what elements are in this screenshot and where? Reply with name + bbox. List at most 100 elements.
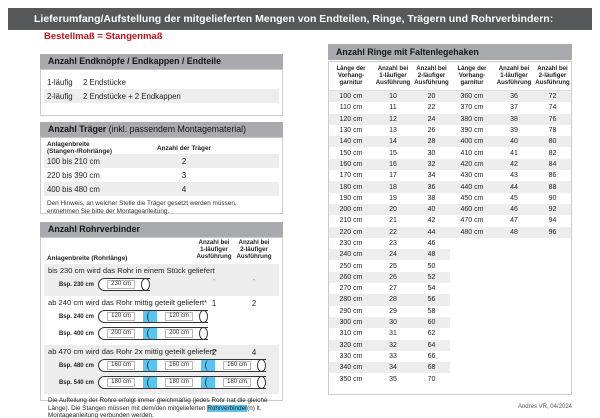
traeger-count: 2 — [181, 156, 187, 166]
segment-length-label: 180 cm — [107, 378, 135, 387]
garnitur-length: 420 cm — [460, 160, 484, 168]
rings-1-laeufig: 31 — [389, 330, 397, 338]
endteile-row: 2-läufig 2 Endstücke + 2 Endkappen — [44, 89, 279, 103]
ring-row: 360 cm 36 72 — [450, 91, 571, 103]
rings-1-laeufig: 10 — [389, 93, 397, 101]
garnitur-length: 240 cm — [339, 251, 363, 259]
rings-2-laeufig: 20 — [427, 93, 436, 101]
rod-icon: 160 cm 160 cm 160 cm — [98, 359, 266, 372]
garnitur-length: 280 cm — [339, 296, 363, 304]
rings-2-laeufig: 88 — [548, 183, 557, 191]
ringe-header-row: Länge der Vorhang- garnitur Anzahl bei 1… — [450, 64, 571, 91]
count-2-laeufig: 2 — [251, 299, 257, 308]
ring-row: 280 cm 28 56 — [329, 294, 450, 306]
section-title-traeger-rest: (inkl. passendem Montagematerial) — [106, 124, 247, 134]
ring-row: 350 cm 35 70 — [329, 373, 450, 384]
segment-length-label: 120 cm — [107, 312, 135, 321]
rings-2-laeufig: 46 — [427, 240, 436, 247]
rings-1-laeufig: 18 — [389, 183, 397, 191]
ring-row: 250 cm 25 50 — [329, 260, 450, 271]
garnitur-length: 350 cm — [339, 375, 363, 383]
garnitur-length: 410 cm — [460, 149, 484, 157]
rings-2-laeufig: 58 — [427, 307, 436, 315]
ring-row: 110 cm 11 22 — [329, 102, 450, 113]
rings-2-laeufig: 62 — [427, 330, 436, 338]
ringe-rows-left: 100 cm 10 20 110 cm 11 22 120 cm 12 24 130 cm 13 26… — [329, 91, 450, 385]
rohrverbinder-table: Anlagenbreite (Rohrlänge) Anzahl bei 1-l… — [40, 237, 283, 418]
garnitur-length: 160 cm — [339, 160, 363, 168]
rings-1-laeufig: 23 — [389, 240, 397, 247]
rod-example-diagram: Bsp. 230 cm 230 cm — [50, 277, 275, 292]
ring-row: 300 cm 30 60 — [329, 316, 450, 329]
rings-2-laeufig: 38 — [427, 194, 436, 202]
rings-1-laeufig: 44 — [510, 183, 518, 191]
rv-col-anlagenbreite: Anlagenbreite (Rohrlänge) — [47, 255, 128, 262]
endteile-value: 2 Endstücke + 2 Endkappen — [83, 91, 181, 101]
ring-row: 480 cm 48 96 — [450, 226, 571, 238]
garnitur-length: 170 cm — [339, 172, 363, 180]
garnitur-length: 330 cm — [339, 352, 363, 360]
segment-length-label: 160 cm — [107, 361, 135, 370]
rings-1-laeufig: 43 — [510, 172, 518, 180]
ringe-col-1-laeufig: Anzahl bei 1-läufiger Ausführung — [375, 65, 411, 87]
ringe-col-laenge: Länge der Vorhang- garnitur — [336, 65, 366, 87]
ring-row: 100 cm 10 20 — [329, 91, 450, 103]
endteile-row: 1-läufig 2 Endstücke — [44, 75, 279, 89]
rings-2-laeufig: 44 — [427, 228, 436, 236]
ring-row: 130 cm 13 26 — [329, 125, 450, 136]
rings-2-laeufig: 42 — [427, 217, 436, 225]
rings-2-laeufig: 84 — [548, 160, 557, 168]
ring-row: 270 cm 27 54 — [329, 283, 450, 294]
rings-2-laeufig: 54 — [427, 285, 436, 293]
garnitur-length: 400 cm — [460, 138, 484, 146]
ring-row: 460 cm 46 92 — [450, 203, 571, 216]
garnitur-length: 440 cm — [460, 183, 484, 191]
rings-1-laeufig: 15 — [389, 149, 397, 157]
garnitur-length: 430 cm — [460, 172, 484, 180]
segment-length-label: 120 cm — [165, 312, 193, 321]
garnitur-length: 120 cm — [339, 115, 363, 123]
ring-row: 430 cm 43 86 — [450, 170, 571, 181]
garnitur-length: 460 cm — [460, 206, 484, 214]
traeger-col-anzahl: Anzahl der Träger — [157, 144, 211, 152]
end-cap-icon — [199, 327, 208, 340]
ringe-group-left: Länge der Vorhang- garnitur Anzahl bei 1… — [329, 62, 450, 394]
segment-length-label: 180 cm — [223, 378, 251, 387]
garnitur-length: 200 cm — [339, 206, 363, 214]
ring-row: 180 cm 18 36 — [329, 181, 450, 193]
rings-1-laeufig: 21 — [389, 217, 397, 225]
rings-2-laeufig: 50 — [427, 262, 436, 270]
garnitur-length: 270 cm — [339, 285, 363, 293]
ringe-col-1-laeufig: Anzahl bei 1-läufiger Ausführung — [496, 65, 532, 87]
laeufigkeit-label: 2-läufig — [47, 91, 73, 101]
ring-row: 200 cm 20 40 — [329, 203, 450, 216]
ring-row: 140 cm 14 28 — [329, 136, 450, 148]
segment-length-label: 160 cm — [223, 361, 251, 370]
rings-1-laeufig: 35 — [389, 375, 397, 383]
section-title-rohrverbinder: Anzahl Rohrverbinder — [40, 222, 283, 237]
garnitur-length: 190 cm — [339, 194, 363, 202]
segment-length-label: 230 cm — [107, 280, 135, 289]
garnitur-length: 370 cm — [460, 104, 484, 112]
footnote-text: Die Aufteilung der Rohre erfolgt immer g… — [48, 397, 268, 412]
garnitur-length: 390 cm — [460, 127, 484, 135]
rings-1-laeufig: 34 — [389, 364, 397, 372]
rings-2-laeufig: 94 — [548, 217, 557, 225]
rings-1-laeufig: 11 — [389, 104, 397, 112]
rings-1-laeufig: 38 — [510, 115, 518, 123]
rings-1-laeufig: 13 — [389, 127, 397, 135]
traeger-count: 3 — [181, 170, 187, 180]
rv-col-1-laeufig: Anzahl bei 1-läufiger Ausführung — [196, 239, 232, 261]
ring-row: 400 cm 40 80 — [450, 136, 571, 148]
rings-1-laeufig: 20 — [389, 206, 397, 214]
count-2-laeufig: 4 — [251, 348, 257, 357]
rings-1-laeufig: 30 — [389, 319, 397, 327]
rod-icon: 230 cm — [98, 278, 150, 291]
garnitur-length: 110 cm — [339, 104, 363, 112]
segment-length-label: 180 cm — [165, 378, 193, 387]
ring-row: 390 cm 39 78 — [450, 125, 571, 136]
rod-icon: 180 cm 180 cm 180 cm — [98, 376, 266, 389]
ring-row: 290 cm 29 58 — [329, 306, 450, 317]
traeger-count: 4 — [181, 184, 187, 194]
end-cap-icon — [257, 376, 266, 389]
